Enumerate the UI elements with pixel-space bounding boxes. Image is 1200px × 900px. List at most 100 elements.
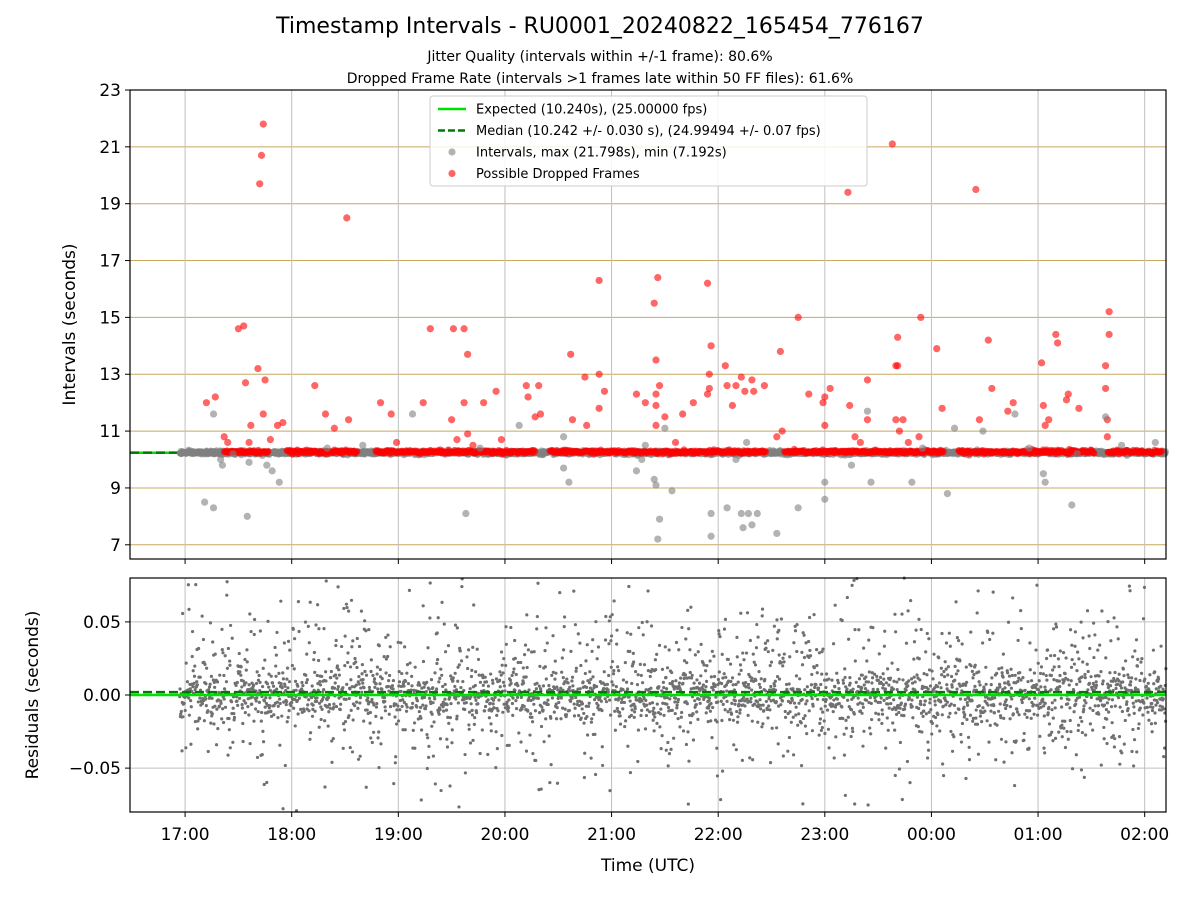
dropped-frame-point bbox=[723, 382, 731, 390]
residual-point bbox=[241, 721, 245, 726]
interval-point bbox=[1117, 441, 1126, 449]
dropped-frame-point bbox=[241, 379, 250, 387]
dropped-frame-point bbox=[778, 427, 786, 435]
dropped-frame-point bbox=[894, 333, 902, 341]
dropped-frame-point bbox=[892, 416, 900, 424]
residual-point bbox=[189, 742, 193, 746]
residual-point bbox=[206, 709, 210, 713]
residual-point bbox=[196, 727, 200, 731]
dropped-frame-point bbox=[844, 188, 852, 196]
residual-point bbox=[249, 629, 253, 634]
legend-dropped-label: Possible Dropped Frames bbox=[476, 167, 640, 182]
residual-point bbox=[178, 687, 182, 691]
dropped-frame-point bbox=[641, 399, 649, 407]
residual-point bbox=[239, 665, 243, 669]
dropped-frame-point bbox=[464, 430, 472, 438]
dropped-frame-point bbox=[821, 421, 829, 430]
residual-point bbox=[180, 749, 184, 753]
residual-point bbox=[231, 706, 235, 710]
residual-point bbox=[222, 687, 227, 691]
residual-point bbox=[227, 716, 231, 721]
residual-point bbox=[212, 722, 216, 726]
dropped-frame-point bbox=[1045, 416, 1053, 424]
residual-point bbox=[194, 582, 198, 587]
residual-point bbox=[208, 621, 213, 625]
residual-point bbox=[241, 739, 245, 744]
dropped-frame-point bbox=[344, 416, 353, 424]
interval-point bbox=[263, 461, 271, 469]
dropped-frame-point bbox=[595, 370, 603, 378]
dropped-frame-point bbox=[705, 384, 713, 393]
residual-point bbox=[209, 721, 213, 725]
residual-point bbox=[255, 755, 260, 760]
residual-point bbox=[214, 743, 219, 747]
residual-point bbox=[203, 662, 207, 667]
dropped-frame-point bbox=[1101, 384, 1110, 393]
residual-point bbox=[227, 728, 231, 732]
dropped-frame-point bbox=[652, 421, 660, 430]
residual-point bbox=[181, 611, 185, 616]
legend-intervals-swatch bbox=[448, 148, 456, 156]
dropped-frame-point bbox=[426, 325, 434, 333]
residual-point bbox=[257, 673, 261, 678]
residual-point bbox=[198, 696, 202, 700]
dropped-frame-point bbox=[933, 345, 941, 353]
dropped-frame-point bbox=[449, 325, 458, 333]
residual-point bbox=[181, 715, 185, 719]
residual-point bbox=[187, 696, 191, 700]
residual-point bbox=[215, 680, 220, 684]
interval-point bbox=[794, 504, 802, 512]
interval-point bbox=[661, 424, 669, 432]
residual-point bbox=[254, 699, 258, 703]
legend: Expected (10.240s), (25.00000 fps)Median… bbox=[429, 95, 868, 187]
residual-point bbox=[210, 712, 214, 716]
dropped-frame-point bbox=[652, 356, 660, 364]
dropped-frame-point bbox=[760, 382, 768, 390]
interval-point bbox=[654, 535, 662, 543]
residual-point bbox=[195, 680, 199, 684]
dropped-frame-point bbox=[581, 373, 589, 381]
interval-point bbox=[359, 441, 367, 449]
interval-point bbox=[821, 478, 829, 486]
residual-point bbox=[223, 654, 227, 658]
residual-point bbox=[252, 719, 256, 723]
dropped-frame-point bbox=[988, 384, 996, 393]
residual-point bbox=[216, 727, 220, 731]
residual-point bbox=[198, 675, 202, 679]
residual-point bbox=[229, 623, 233, 628]
interval-point bbox=[744, 509, 753, 518]
residual-point bbox=[205, 666, 209, 670]
residual-point bbox=[252, 683, 256, 687]
interval-point bbox=[748, 521, 756, 529]
residual-point bbox=[257, 700, 262, 705]
interval-point bbox=[1039, 470, 1047, 478]
residual-point bbox=[248, 742, 252, 746]
dropped-frame-point bbox=[1052, 330, 1060, 339]
dropped-frame-point bbox=[805, 390, 813, 398]
dropped-frame-point bbox=[655, 382, 664, 390]
dropped-frame-point bbox=[453, 436, 461, 444]
dropped-frame-point bbox=[773, 433, 781, 441]
intervals-y-tick-label: 17 bbox=[99, 252, 121, 272]
dropped-frame-point bbox=[1064, 390, 1072, 398]
dropped-frame-point bbox=[1054, 339, 1062, 347]
dropped-frame-point bbox=[762, 448, 770, 456]
interval-point bbox=[462, 509, 470, 518]
interval-point bbox=[1041, 478, 1049, 486]
residual-point bbox=[179, 709, 183, 714]
residual-point bbox=[256, 709, 260, 714]
interval-point bbox=[323, 444, 331, 452]
interval-point bbox=[641, 441, 649, 449]
dropped-frame-point bbox=[460, 325, 468, 333]
residual-point bbox=[222, 673, 226, 678]
residual-point bbox=[238, 670, 242, 674]
residual-point bbox=[189, 705, 193, 709]
dropped-frame-point bbox=[794, 313, 802, 321]
dropped-frame-point bbox=[279, 418, 287, 427]
interval-point bbox=[723, 504, 731, 512]
residual-point bbox=[260, 710, 264, 715]
residual-point bbox=[248, 612, 252, 616]
